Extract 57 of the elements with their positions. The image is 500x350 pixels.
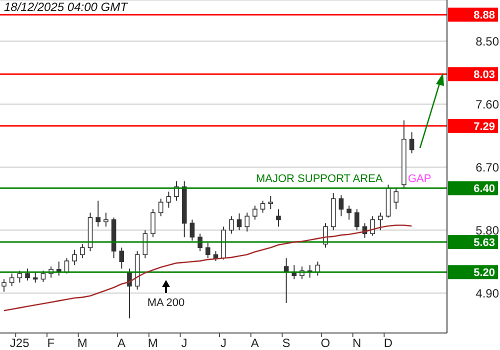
x-tick-label: M [77,336,88,350]
candlestick [229,216,234,234]
candlestick [268,195,274,210]
candlestick [378,212,383,231]
candlestick [370,216,375,236]
y-tick-label: 7.60 [476,97,500,112]
annotation: MA 200 [147,297,185,309]
candlestick [409,132,414,154]
candlestick [9,273,14,287]
candlestick [40,270,46,282]
x-tick-label: J25 [10,336,30,350]
y-tick-label: 4.90 [476,286,500,300]
candlestick [166,191,172,208]
candlestick [80,244,85,259]
candlestick [338,194,344,217]
x-tick-label: F [47,336,55,350]
candlestick [236,212,242,231]
candlestick [17,270,22,284]
candlestick [158,198,164,217]
x-tick-label: M [148,336,158,350]
candlestick [32,272,38,284]
ref-line-label: 6.40 [474,183,495,196]
x-tick-label: A [250,336,259,350]
candlestick [260,200,266,214]
candlestick [96,200,101,228]
y-tick-label: 8.50 [476,34,500,49]
x-tick-label: O [320,336,330,350]
candlestick [394,188,399,210]
candlestick [104,212,108,228]
candlestick [205,242,210,259]
candlestick [190,219,195,242]
candlestick [346,205,352,220]
candlestick [276,208,281,228]
candlestick [252,205,258,220]
candlestick [213,250,218,262]
x-tick-label: J [181,336,188,350]
ref-line-label: 7.29 [474,120,495,133]
candlestick [150,208,156,238]
candlestick [119,247,124,270]
y-tick-label: 5.80 [476,223,500,238]
ref-line-label: 5.63 [474,237,495,250]
annotation: GAP [408,173,432,185]
candlestick [72,249,77,266]
annotation: 18/12/2025 04:00 GMT [4,0,130,14]
x-tick-label: N [352,336,362,350]
x-tick-label: D [384,336,393,350]
ref-line-label: 8.88 [474,10,495,22]
annotation: MAJOR SUPPORT AREA [256,173,384,185]
x-tick-label: S [282,336,290,350]
x-tick-label: J [220,336,226,350]
candlestick [25,268,30,282]
x-tick-label: A [118,336,126,350]
ref-line-label: 5.20 [474,267,495,280]
ref-line-label: 8.03 [474,69,495,82]
candlestick [354,208,360,231]
y-tick-label: 6.70 [476,160,500,174]
candlestick [244,212,250,232]
